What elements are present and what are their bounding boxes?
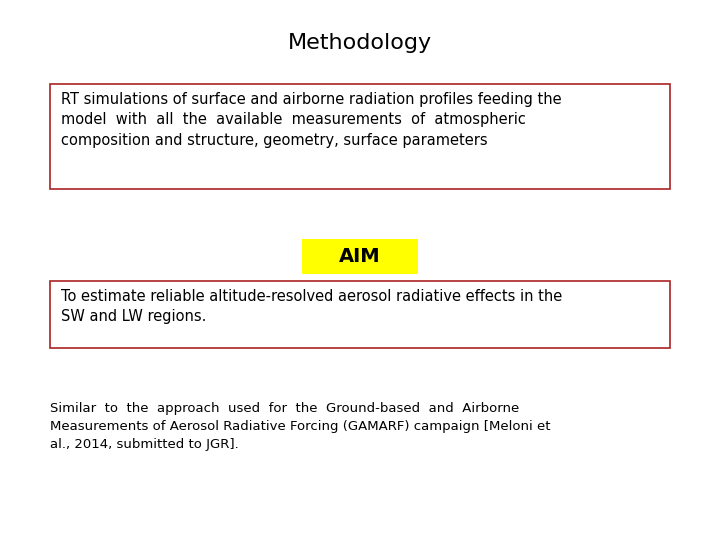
FancyBboxPatch shape bbox=[302, 239, 418, 274]
Text: To estimate reliable altitude-resolved aerosol radiative effects in the
SW and L: To estimate reliable altitude-resolved a… bbox=[61, 289, 562, 325]
FancyBboxPatch shape bbox=[50, 281, 670, 348]
Text: RT simulations of surface and airborne radiation profiles feeding the
model  wit: RT simulations of surface and airborne r… bbox=[61, 92, 562, 147]
Text: AIM: AIM bbox=[339, 247, 381, 266]
Text: Similar  to  the  approach  used  for  the  Ground-based  and  Airborne
Measurem: Similar to the approach used for the Gro… bbox=[50, 402, 551, 451]
Text: Methodology: Methodology bbox=[288, 33, 432, 53]
FancyBboxPatch shape bbox=[50, 84, 670, 189]
